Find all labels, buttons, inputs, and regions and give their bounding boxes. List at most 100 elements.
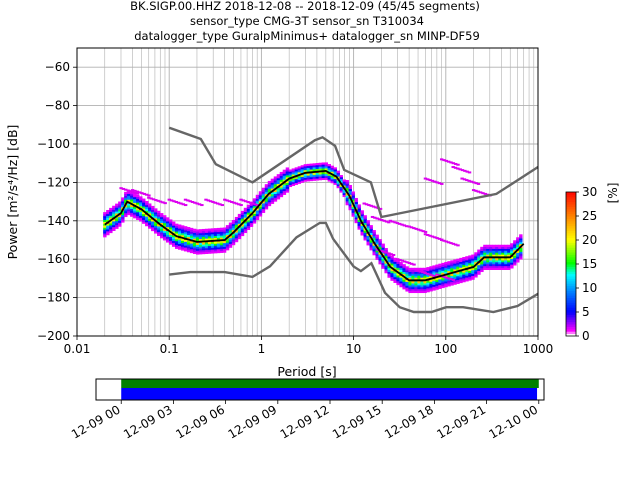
heatmap-cell bbox=[342, 179, 346, 182]
heatmap-cell bbox=[462, 178, 467, 181]
heatmap-cell bbox=[339, 178, 343, 182]
heatmap-cell bbox=[291, 170, 296, 173]
heatmap-cell bbox=[414, 273, 418, 276]
heatmap-cell bbox=[405, 287, 409, 290]
heatmap-cell bbox=[444, 240, 449, 243]
heatmap-cell bbox=[180, 244, 185, 247]
heatmap-cell bbox=[375, 217, 379, 220]
heatmap-cell bbox=[372, 243, 376, 246]
heatmap-cell bbox=[174, 225, 179, 228]
timeline-tick-label: 12-10 00 bbox=[487, 402, 541, 441]
heatmap-cell bbox=[345, 187, 349, 190]
heatmap-cell bbox=[336, 172, 340, 175]
heatmap-cell bbox=[312, 169, 317, 172]
heatmap-cell bbox=[198, 234, 203, 238]
heatmap-cell bbox=[324, 168, 329, 171]
heatmap-cell bbox=[154, 212, 158, 215]
heatmap-cell bbox=[198, 229, 203, 232]
heatmap-cell bbox=[369, 204, 373, 207]
heatmap-cell bbox=[103, 214, 107, 217]
heatmap-cell bbox=[507, 260, 511, 263]
heatmap-cell bbox=[459, 267, 463, 270]
heatmap-cell bbox=[384, 257, 388, 260]
heatmap-cell bbox=[351, 210, 355, 213]
heatmap-cell bbox=[396, 277, 400, 280]
heatmap-cell bbox=[136, 213, 140, 217]
heatmap-cell bbox=[294, 169, 299, 172]
heatmap-cell bbox=[246, 214, 251, 217]
heatmap-cell bbox=[435, 273, 439, 276]
heatmap-cell bbox=[345, 180, 349, 183]
heatmap-cell bbox=[450, 281, 454, 284]
heatmap-cell bbox=[139, 219, 143, 222]
heatmap-cell bbox=[154, 217, 158, 221]
heatmap-cell bbox=[513, 242, 517, 245]
heatmap-cell bbox=[195, 250, 200, 253]
heatmap-cell bbox=[456, 262, 460, 265]
heatmap-cell bbox=[206, 199, 211, 202]
heatmap-cell bbox=[450, 262, 454, 265]
heatmap-cell bbox=[393, 273, 397, 276]
heatmap-cell bbox=[495, 244, 499, 247]
heatmap-cell bbox=[139, 209, 143, 212]
heatmap-cell bbox=[465, 263, 469, 267]
heatmap-cell bbox=[109, 213, 113, 216]
heatmap-cell bbox=[354, 205, 358, 208]
timeline-tick-label: 12-09 12 bbox=[278, 402, 332, 441]
heatmap-cell bbox=[402, 277, 406, 280]
heatmap-cell bbox=[441, 282, 445, 285]
heatmap-cell bbox=[459, 271, 463, 274]
heatmap-cell bbox=[204, 249, 209, 253]
heatmap-cell bbox=[402, 268, 406, 271]
colorbar-segment bbox=[566, 228, 576, 231]
heatmap-cell bbox=[450, 266, 454, 269]
heatmap-cell bbox=[248, 201, 253, 204]
heatmap-cell bbox=[195, 242, 200, 246]
colorbar-tick-label: 5 bbox=[582, 305, 590, 319]
heatmap-cell bbox=[115, 209, 119, 212]
heatmap-cell bbox=[399, 283, 403, 286]
heatmap-cell bbox=[438, 271, 442, 274]
heatmap-cell bbox=[357, 206, 361, 209]
heatmap-cell bbox=[363, 219, 367, 222]
heatmap-cell bbox=[449, 278, 453, 281]
heatmap-cell bbox=[204, 236, 209, 239]
heatmap-cell bbox=[513, 247, 517, 251]
heatmap-cell bbox=[468, 257, 472, 260]
heatmap-cell bbox=[246, 200, 250, 203]
heatmap-cell bbox=[468, 276, 472, 279]
heatmap-cell bbox=[421, 230, 425, 233]
heatmap-cell bbox=[139, 211, 143, 214]
heatmap-cell bbox=[477, 251, 481, 254]
heatmap-cell bbox=[258, 195, 263, 198]
heatmap-cell bbox=[261, 195, 266, 198]
heatmap-cell bbox=[249, 215, 254, 218]
heatmap-cell bbox=[210, 243, 215, 246]
heatmap-cell bbox=[234, 230, 239, 233]
heatmap-cell bbox=[447, 261, 451, 264]
heatmap-cell bbox=[474, 261, 478, 265]
colorbar-tick-label: 30 bbox=[582, 185, 597, 199]
heatmap-cell bbox=[312, 172, 317, 176]
heatmap-cell bbox=[471, 262, 475, 265]
heatmap-cell bbox=[366, 239, 370, 242]
heatmap-cell bbox=[378, 242, 382, 246]
heatmap-cell bbox=[504, 244, 508, 247]
heatmap-cell bbox=[109, 207, 113, 211]
heatmap-cell bbox=[165, 221, 170, 224]
heatmap-cell bbox=[336, 182, 340, 185]
heatmap-cell bbox=[420, 273, 424, 276]
heatmap-cell bbox=[510, 249, 514, 252]
heatmap-cell bbox=[133, 200, 137, 204]
heatmap-cell bbox=[444, 279, 448, 282]
heatmap-cell bbox=[444, 267, 448, 270]
heatmap-cell bbox=[438, 279, 442, 282]
heatmap-cell bbox=[252, 215, 257, 218]
heatmap-cell bbox=[103, 231, 107, 234]
heatmap-cell bbox=[477, 259, 481, 262]
colorbar-segment bbox=[566, 225, 576, 229]
heatmap-cell bbox=[267, 203, 272, 207]
heatmap-cell bbox=[180, 227, 185, 230]
heatmap-cell bbox=[474, 273, 478, 276]
heatmap-cell bbox=[412, 263, 416, 266]
